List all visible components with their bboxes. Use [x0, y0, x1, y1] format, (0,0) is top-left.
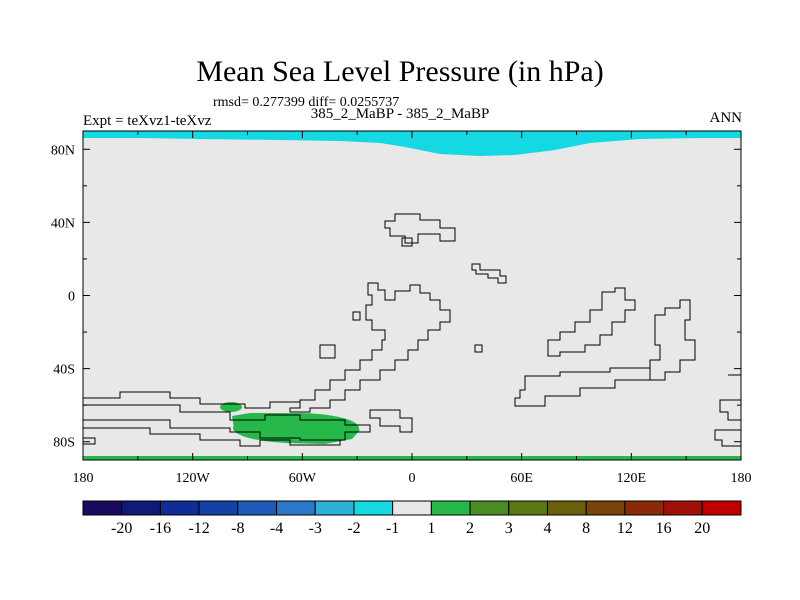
stats-text: rmsd= 0.277399 diff= 0.0255737 [213, 95, 400, 110]
x-tick-label: 60W [289, 471, 317, 486]
outline-islands [474, 344, 483, 353]
outline-sw-3 [83, 427, 341, 447]
outline-square [352, 311, 361, 321]
x-tick-label: 180 [731, 471, 752, 486]
colorbar-label: -1 [386, 520, 399, 537]
colorbar-label: -2 [347, 520, 360, 537]
colorbar-swatch [663, 500, 703, 516]
outline-australia [649, 299, 696, 381]
colorbar-label: 16 [656, 520, 672, 537]
colorbar-label: -12 [188, 520, 209, 537]
colorbar-label: 8 [582, 520, 590, 537]
colorbar-label: -8 [231, 520, 244, 537]
plot-background [83, 131, 741, 460]
colorbar-swatch [546, 500, 587, 516]
outline-sw-2 [83, 391, 300, 409]
colorbar-swatch [585, 500, 626, 516]
experiment-label: Expt = teXvz1-teXvz [83, 113, 212, 129]
colorbar-label: -4 [270, 520, 283, 537]
colorbar-swatch [430, 500, 471, 516]
x-tick-label: 180 [73, 471, 94, 486]
x-tick-label: 120W [176, 471, 211, 486]
outline-mid1 [471, 263, 507, 284]
outline-sw-4 [83, 437, 96, 445]
colorbar-swatch [237, 500, 278, 516]
y-tick-label: 80N [51, 143, 75, 158]
south-pacific-positive-anomaly-2 [232, 413, 360, 444]
colorbar-label: 20 [694, 520, 710, 537]
x-tick-label: 0 [409, 471, 416, 486]
colorbar-swatch [82, 500, 123, 516]
colorbar-label: 4 [543, 520, 551, 537]
x-axis: 180 120W 60W 0 60E 120E 180 [73, 131, 752, 486]
colorbar-swatch [314, 500, 355, 516]
colorbar-label: -3 [309, 520, 322, 537]
y-axis: 80N 40N 0 40S 80S [51, 143, 741, 451]
colorbar-label: 12 [617, 520, 633, 537]
colorbar-swatch [508, 500, 548, 516]
colorbar-label: -20 [111, 520, 132, 537]
colorbar-label: 2 [466, 520, 474, 537]
land-outlines [83, 213, 742, 447]
chart-subtitle: 385_2_MaBP - 385_2_MaBP [310, 106, 490, 122]
y-tick-label: 0 [68, 290, 75, 305]
outline-cluster [319, 344, 336, 359]
colorbar-swatch [121, 500, 161, 516]
outline-africa-east [547, 287, 636, 357]
season-label: ANN [709, 110, 743, 126]
y-tick-label: 40N [51, 216, 75, 231]
colorbar-swatch [198, 500, 239, 516]
y-tick-label: 80S [53, 436, 75, 451]
chart-title: Mean Sea Level Pressure (in hPa) [196, 55, 604, 88]
outline-se-1 [369, 409, 413, 433]
outline-s-america [289, 282, 451, 413]
colorbar-swatch [353, 500, 394, 516]
colorbar-swatch [392, 500, 432, 516]
outline-southern [514, 367, 651, 407]
colorbar-label: 3 [505, 520, 513, 537]
colorbar-label: 1 [427, 520, 435, 537]
y-tick-label: 40S [53, 363, 75, 378]
outline-sw-1 [83, 404, 371, 441]
colorbar: -20 -16 -12 -8 -4 -3 -2 -1 1 2 3 4 8 12 16 20 [82, 500, 742, 537]
x-tick-label: 120E [617, 471, 647, 486]
x-tick-label: 60E [510, 471, 533, 486]
colorbar-swatch [469, 500, 510, 516]
colorbar-swatch [624, 500, 665, 516]
colorbar-label: -16 [150, 520, 171, 537]
arctic-negative-anomaly [83, 131, 741, 156]
outline-north [384, 213, 456, 244]
outline-small [401, 237, 413, 247]
colorbar-swatch [276, 500, 316, 516]
colorbar-swatch [701, 500, 742, 516]
colorbar-swatch [159, 500, 200, 516]
